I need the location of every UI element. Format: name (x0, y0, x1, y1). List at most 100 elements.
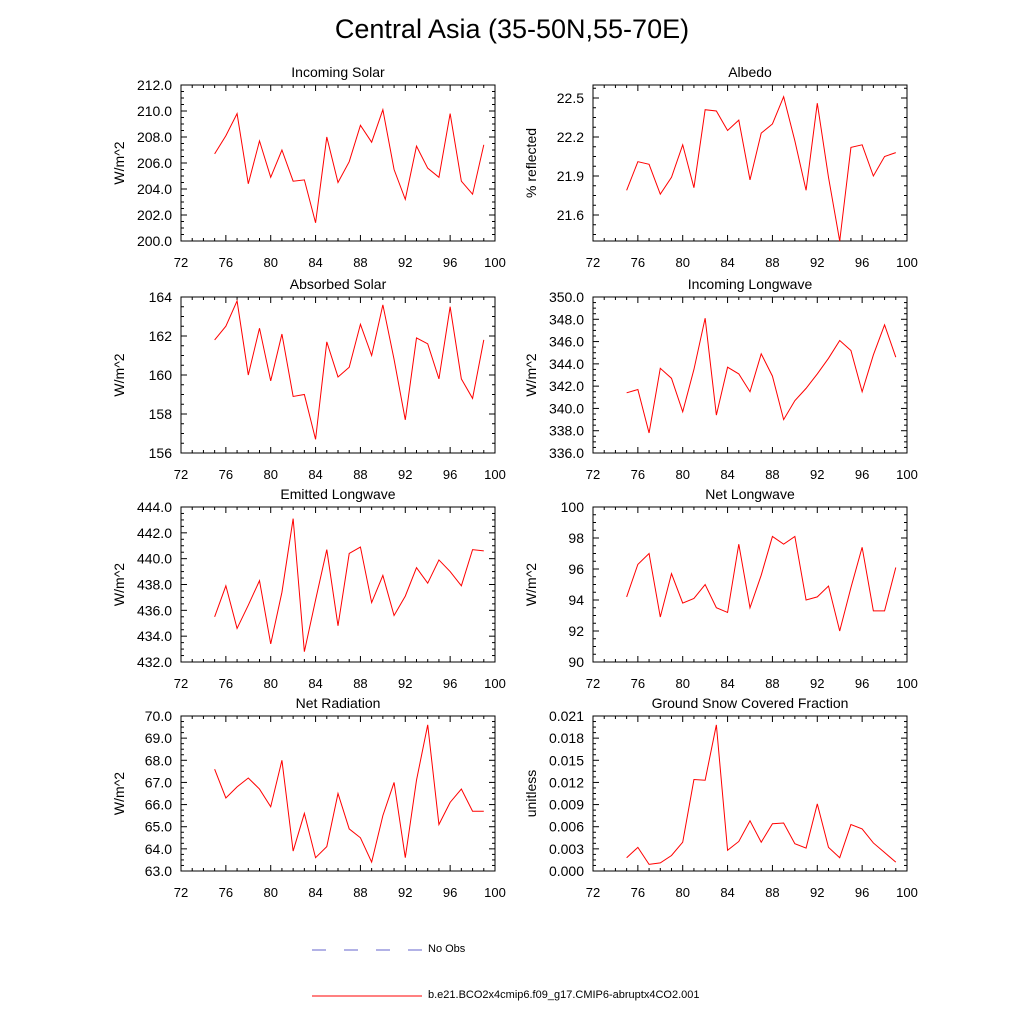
y-tick-label: 346.0 (549, 334, 584, 350)
panel-title: Incoming Solar (291, 64, 385, 80)
panel-title: Ground Snow Covered Fraction (652, 695, 849, 711)
y-tick-label: 0.003 (549, 841, 584, 857)
y-tick-label: 92 (568, 623, 584, 639)
x-tick-label: 88 (765, 467, 779, 482)
y-axis-label: W/m^2 (111, 353, 127, 396)
x-tick-label: 92 (398, 255, 412, 270)
y-tick-label: 340.0 (549, 400, 584, 416)
x-tick-label: 84 (308, 255, 322, 270)
y-tick-label: 204.0 (137, 181, 172, 197)
x-tick-label: 84 (720, 676, 734, 691)
x-tick-label: 88 (353, 885, 367, 900)
y-tick-label: 200.0 (137, 233, 172, 249)
x-tick-label: 96 (443, 255, 457, 270)
y-axis-label: % reflected (523, 128, 539, 198)
series-line (626, 318, 897, 434)
y-tick-label: 22.5 (557, 90, 584, 106)
plot-frame (180, 84, 496, 242)
y-tick-label: 202.0 (137, 207, 172, 223)
y-tick-label: 432.0 (137, 654, 172, 670)
y-tick-label: 100 (561, 499, 585, 515)
series-line (626, 95, 896, 242)
x-tick-label: 84 (308, 676, 322, 691)
x-tick-label: 92 (810, 467, 824, 482)
y-tick-label: 160 (149, 367, 173, 383)
panel-title: Incoming Longwave (688, 276, 813, 292)
series-line (214, 724, 484, 864)
x-tick-label: 80 (675, 676, 689, 691)
y-tick-label: 350.0 (549, 289, 584, 305)
x-tick-label: 80 (263, 885, 277, 900)
plot-frame (592, 506, 908, 663)
y-tick-label: 436.0 (137, 602, 172, 618)
x-tick-label: 100 (484, 885, 506, 900)
series-line (214, 107, 485, 223)
x-tick-label: 100 (484, 676, 506, 691)
y-tick-label: 0.012 (549, 774, 584, 790)
y-tick-label: 164 (149, 289, 173, 305)
x-tick-label: 88 (765, 885, 779, 900)
y-tick-label: 22.2 (557, 129, 584, 145)
x-tick-label: 72 (174, 255, 188, 270)
y-tick-label: 63.0 (145, 863, 172, 879)
series-line (626, 724, 897, 865)
panel-1: Incoming Solar W/m^2 72 76 80 84 88 92 96 100 200.… (111, 64, 506, 270)
x-tick-label: 100 (896, 467, 918, 482)
y-tick-label: 66.0 (145, 797, 172, 813)
x-tick-label: 72 (174, 885, 188, 900)
panel-4: Incoming Longwave W/m^2 72 76 80 84 88 92 96 100 3… (523, 276, 918, 482)
panel-6: Net Longwave W/m^2 72 76 80 84 88 92 96 100 90 92 94… (523, 486, 918, 691)
plot-frame (592, 715, 908, 872)
y-tick-label: 342.0 (549, 378, 584, 394)
x-tick-label: 84 (308, 885, 322, 900)
y-axis-label: W/m^2 (111, 563, 127, 606)
y-tick-label: 65.0 (145, 819, 172, 835)
x-tick-label: 76 (219, 255, 233, 270)
x-tick-label: 100 (896, 255, 918, 270)
y-tick-label: 90 (568, 654, 584, 670)
y-tick-label: 208.0 (137, 129, 172, 145)
y-tick-label: 0.009 (549, 797, 584, 813)
x-tick-label: 80 (675, 885, 689, 900)
y-tick-label: 94 (568, 592, 584, 608)
y-tick-label: 69.0 (145, 730, 172, 746)
x-tick-label: 80 (263, 676, 277, 691)
x-tick-label: 72 (174, 676, 188, 691)
x-tick-label: 84 (720, 255, 734, 270)
x-tick-label: 92 (398, 676, 412, 691)
y-tick-label: 64.0 (145, 841, 172, 857)
panel-2: Albedo % reflected 72 76 80 84 88 92 96 100 21.6 21… (523, 64, 918, 270)
y-tick-label: 0.021 (549, 708, 584, 724)
y-tick-label: 348.0 (549, 311, 584, 327)
y-tick-label: 338.0 (549, 423, 584, 439)
panel-title: Albedo (728, 64, 772, 80)
y-tick-label: 98 (568, 530, 584, 546)
x-tick-label: 72 (586, 676, 600, 691)
series-line (214, 518, 484, 652)
y-tick-label: 156 (149, 445, 173, 461)
x-tick-label: 96 (443, 885, 457, 900)
figure-title: Central Asia (35-50N,55-70E) (334, 14, 690, 44)
x-tick-label: 72 (586, 255, 600, 270)
legend-obs-label: No Obs (428, 943, 466, 955)
plot-frame (592, 84, 908, 242)
x-tick-label: 80 (675, 255, 689, 270)
y-tick-label: 444.0 (137, 499, 172, 515)
x-tick-label: 84 (720, 885, 734, 900)
panel-title: Net Longwave (705, 486, 795, 502)
x-tick-label: 88 (765, 255, 779, 270)
x-tick-label: 88 (353, 676, 367, 691)
y-tick-label: 440.0 (137, 551, 172, 567)
y-tick-label: 96 (568, 561, 584, 577)
series-line (214, 299, 485, 440)
x-tick-label: 80 (263, 255, 277, 270)
y-tick-label: 158 (149, 406, 173, 422)
y-axis-label: W/m^2 (111, 141, 127, 184)
y-axis-label: W/m^2 (523, 353, 539, 396)
plot-frame (592, 296, 908, 454)
panel-title: Absorbed Solar (290, 276, 387, 292)
x-tick-label: 100 (484, 255, 506, 270)
plot-frame (180, 506, 496, 663)
x-tick-label: 100 (896, 885, 918, 900)
panel-8: Ground Snow Covered Fraction unitless 72 76… (523, 695, 918, 900)
